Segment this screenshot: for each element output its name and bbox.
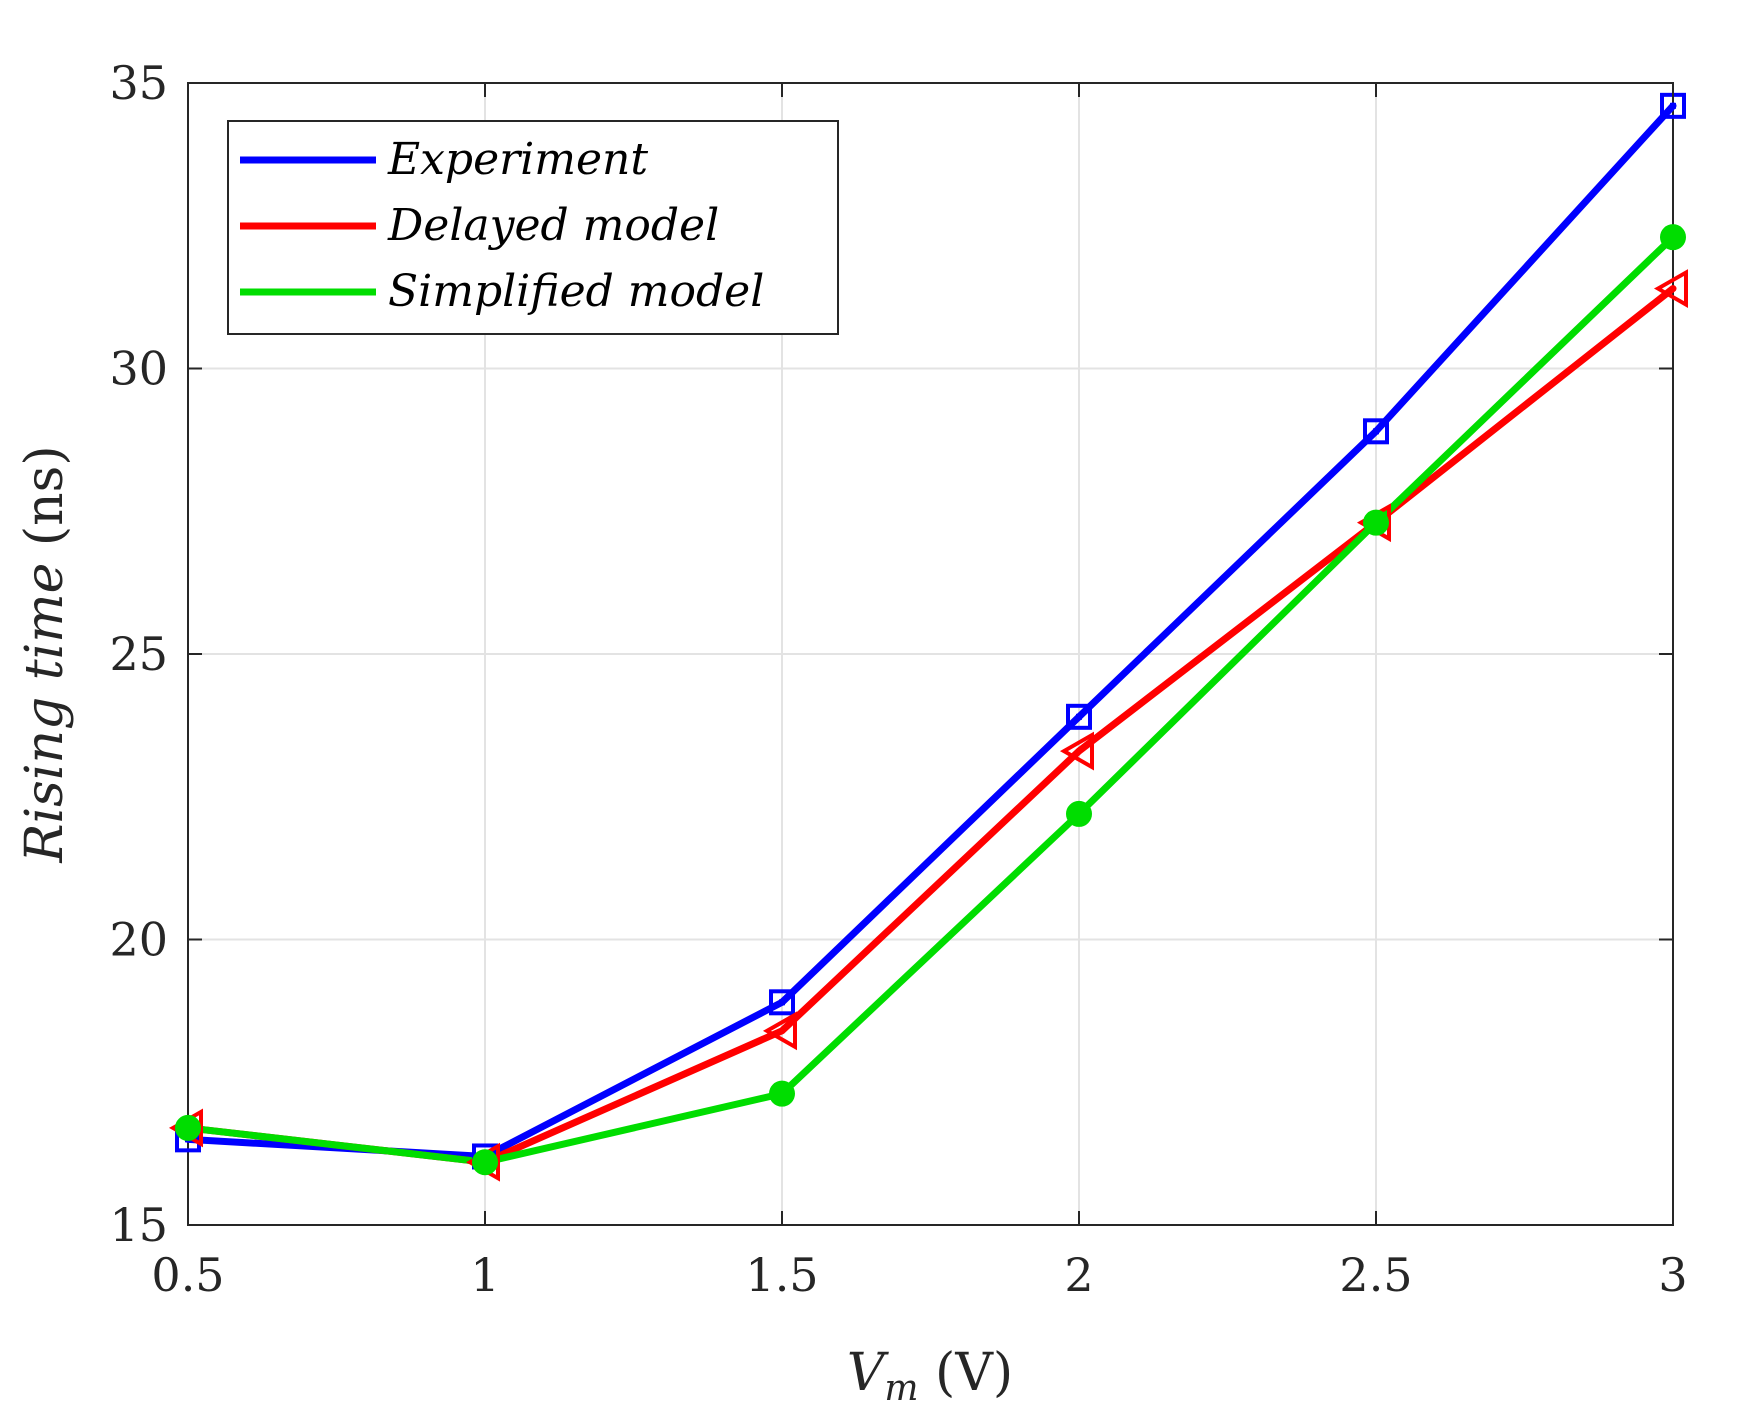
x-tick-label-1-5: 1.5 xyxy=(745,1248,818,1302)
data-point-delayed-model-2 xyxy=(762,1011,797,1051)
y-tick-label-30: 30 xyxy=(109,342,168,396)
y-tick-label-25: 25 xyxy=(109,627,168,681)
data-point-experiment-2-center xyxy=(779,999,785,1006)
data-point-experiment-4-center xyxy=(1373,428,1379,435)
y-tick-label-20: 20 xyxy=(109,913,168,967)
legend-label-delayed-model: Delayed model xyxy=(387,200,719,251)
data-point-experiment-2 xyxy=(769,989,795,1016)
data-point-simplified-model-5 xyxy=(1660,224,1686,251)
data-point-experiment-4 xyxy=(1363,418,1389,445)
data-point-simplified-model-2 xyxy=(769,1080,795,1107)
data-point-delayed-model-5 xyxy=(1653,269,1688,309)
data-point-simplified-model-3 xyxy=(1066,800,1092,827)
legend-label-experiment: Experiment xyxy=(387,134,648,185)
x-tick-label-0-5: 0.5 xyxy=(151,1248,224,1302)
x-tick-label-1: 1 xyxy=(470,1248,499,1302)
data-point-delayed-model-3 xyxy=(1059,731,1094,771)
x-tick-label-3: 3 xyxy=(1658,1248,1687,1302)
data-point-experiment-5-center xyxy=(1670,102,1676,109)
ticks-layer: 0.5 1 1.5 2 2.5 3 15 20 25 30 35 xyxy=(109,56,1687,1302)
data-point-experiment-3-center xyxy=(1076,713,1082,720)
x-tick-label-2-5: 2.5 xyxy=(1339,1248,1412,1302)
y-tick-label-15: 15 xyxy=(109,1198,168,1252)
y-tick-label-35: 35 xyxy=(109,56,168,110)
x-axis-label-unit: (V) xyxy=(919,1343,1014,1403)
data-point-simplified-model-1 xyxy=(472,1149,498,1176)
y-axis-label-main: Rising time xyxy=(15,563,75,864)
x-axis-label: Vm (V) xyxy=(847,1343,1013,1409)
data-point-simplified-model-4 xyxy=(1363,509,1389,536)
data-point-experiment-3 xyxy=(1066,703,1092,730)
series-line-simplified-model xyxy=(184,233,1677,1166)
y-axis-label: Rising time (ns) xyxy=(15,445,75,863)
y-axis-label-unit: (ns) xyxy=(15,445,75,562)
legend-label-simplified-model: Simplified model xyxy=(388,266,764,317)
x-axis-label-subscript: m xyxy=(884,1368,918,1409)
data-point-simplified-model-0 xyxy=(175,1114,201,1141)
x-tick-label-2: 2 xyxy=(1064,1248,1093,1302)
legend: Experiment Delayed model Simplified mode… xyxy=(227,120,839,335)
x-axis-label-main: V xyxy=(847,1343,889,1403)
series-layer xyxy=(168,92,1688,1182)
